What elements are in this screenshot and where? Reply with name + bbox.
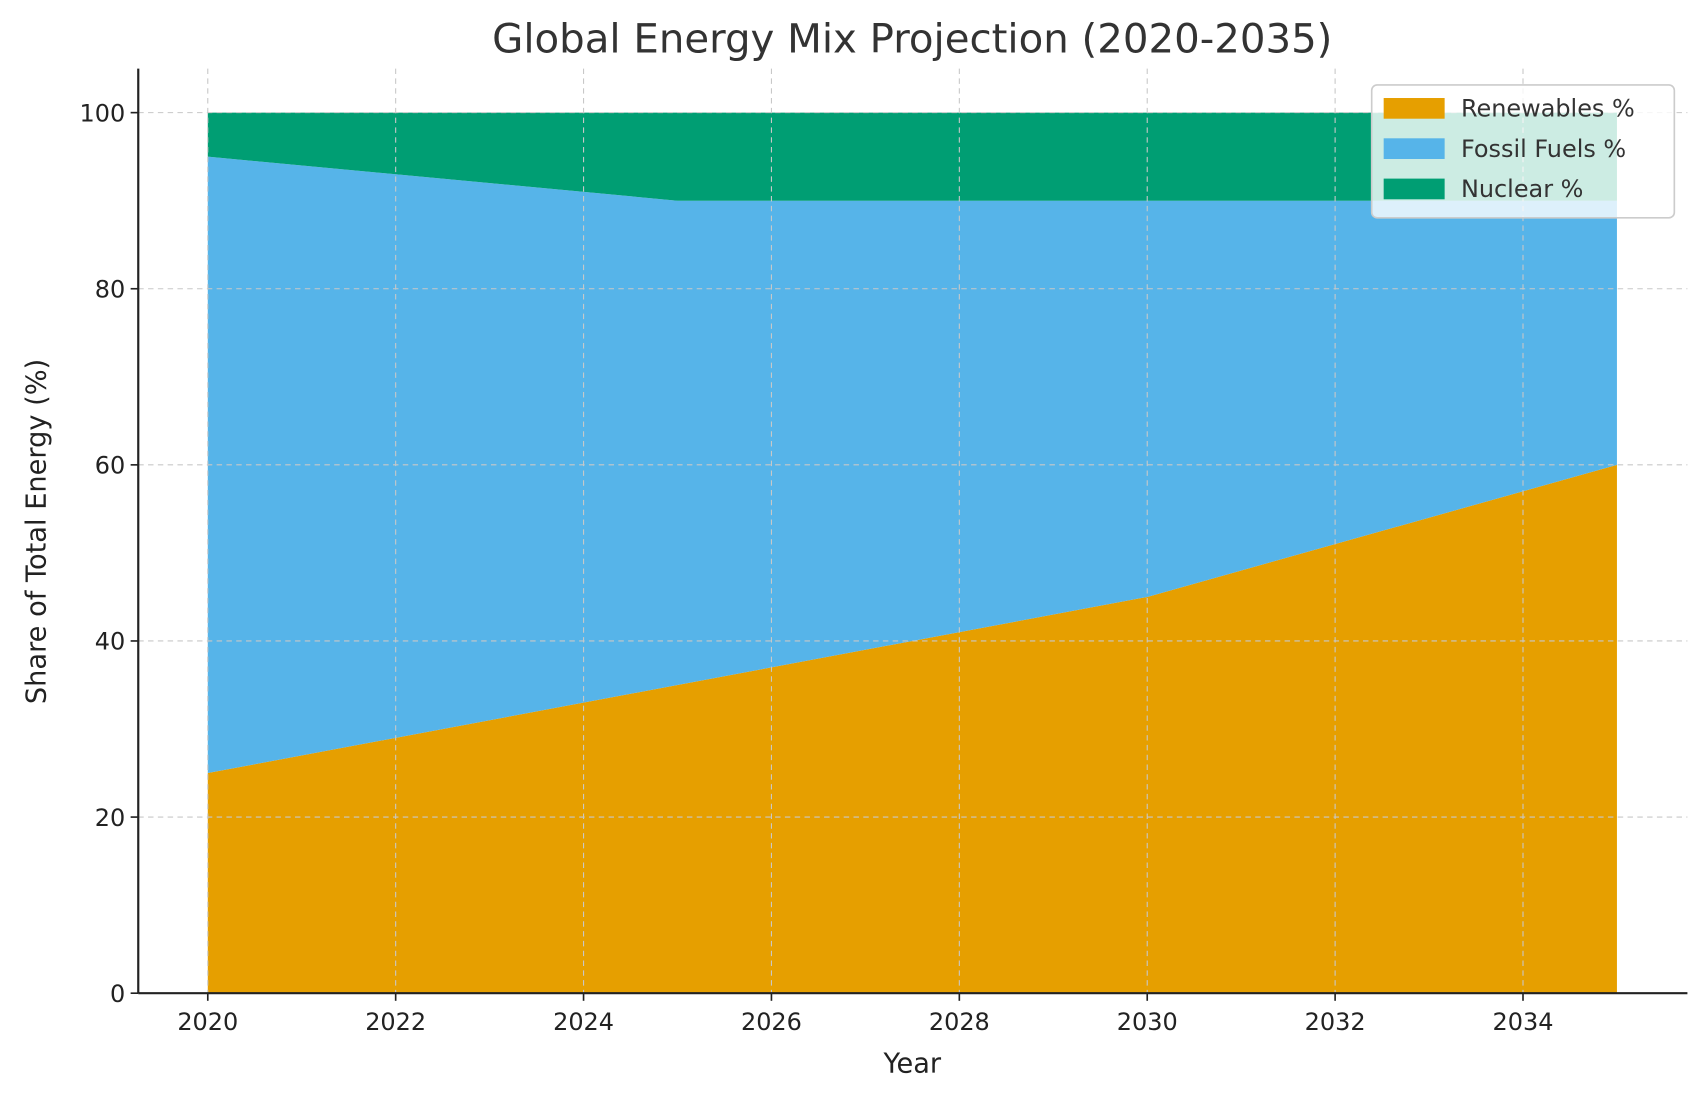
legend-swatch (1383, 98, 1445, 119)
area-nuclear (207, 112, 1617, 201)
grid-layer (138, 68, 1688, 994)
y-tick-label: 20 (95, 804, 125, 832)
legend-swatch (1383, 138, 1445, 159)
x-tick-label: 2024 (553, 1008, 614, 1036)
area-layer (207, 112, 1617, 994)
axes: 2020 2022 2024 2026 2028 2030 2032 2034 0 20 40 60 8… (79, 68, 1688, 1036)
x-tick-label: 2034 (1493, 1008, 1554, 1036)
y-tick-label: 0 (110, 980, 125, 1008)
y-tick-label: 80 (95, 275, 125, 303)
y-tick-label: 100 (79, 99, 125, 127)
x-tick-label: 2028 (929, 1008, 990, 1036)
legend: Renewables % Fossil Fuels % Nuclear % (1370, 84, 1676, 219)
legend-label: Nuclear % (1461, 175, 1583, 203)
legend-box (1370, 84, 1676, 219)
x-tick-label: 2020 (177, 1008, 238, 1036)
y-tick-label: 40 (95, 628, 125, 656)
legend-swatch (1383, 178, 1445, 200)
x-tick-label: 2026 (741, 1008, 802, 1036)
x-tick-label: 2030 (1117, 1008, 1178, 1036)
area-renewables (207, 464, 1617, 994)
x-axis-label: Year (882, 1049, 941, 1080)
x-tick-label: 2032 (1305, 1008, 1366, 1036)
legend-label: Renewables % (1461, 95, 1635, 123)
chart-title: Global Energy Mix Projection (2020-2035) (492, 16, 1332, 62)
x-tick-label: 2022 (365, 1008, 426, 1036)
legend-label: Fossil Fuels % (1461, 135, 1626, 163)
y-tick-label: 60 (95, 452, 125, 480)
y-axis-label: Share of Total Energy (%) (22, 359, 53, 704)
